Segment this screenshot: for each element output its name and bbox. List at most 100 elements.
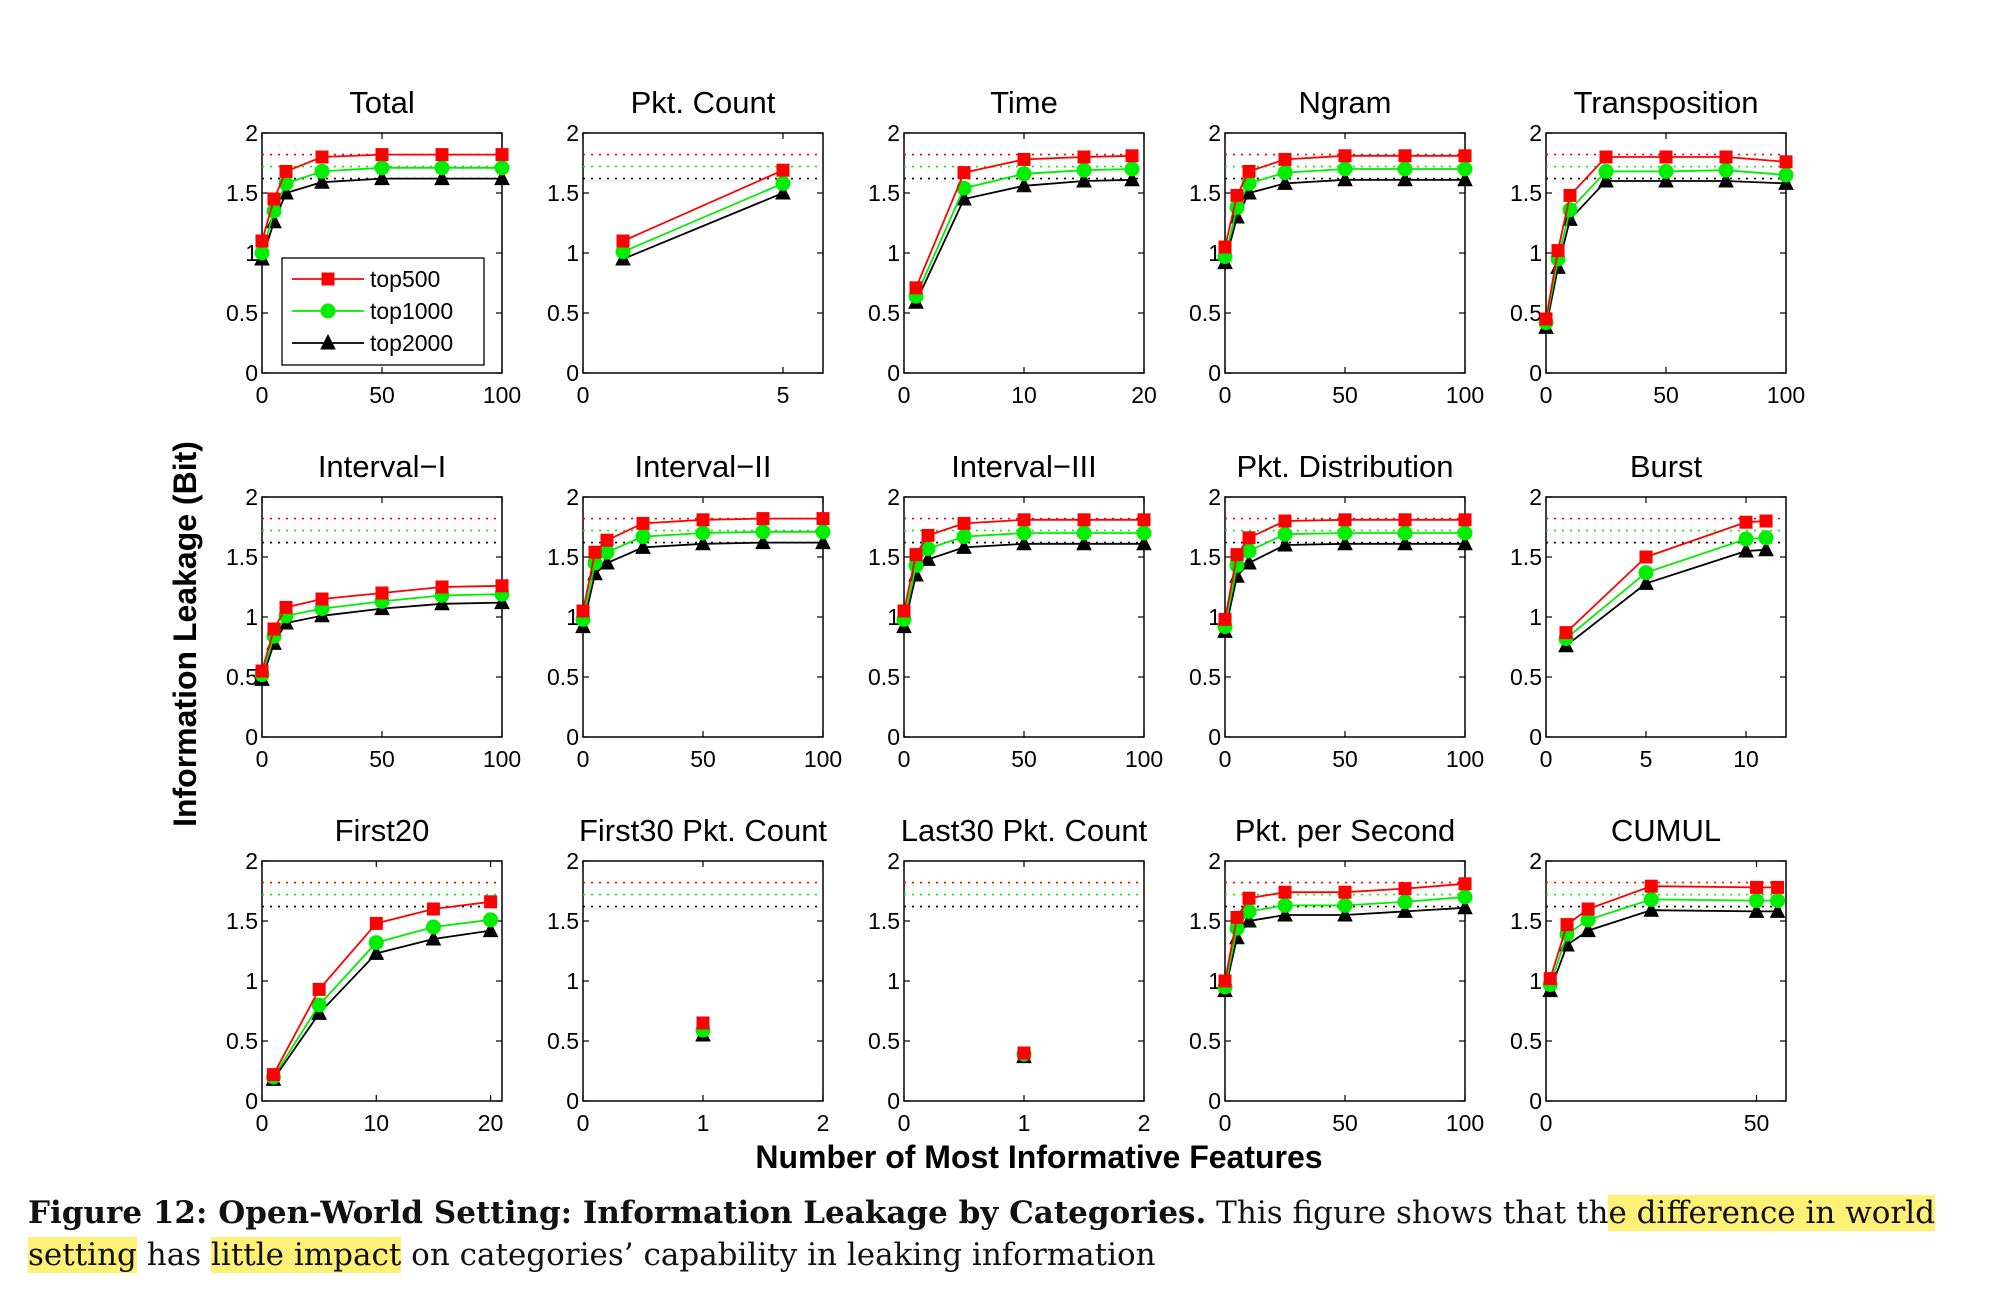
data-point-top1000 xyxy=(254,245,270,261)
data-point-top2000 xyxy=(1136,534,1152,551)
y-tick-label: 2 xyxy=(566,484,579,510)
y-tick-label: 1.5 xyxy=(1510,544,1542,570)
data-point-top2000 xyxy=(599,553,615,570)
data-point-top2000 xyxy=(1241,911,1257,928)
data-point-top1000 xyxy=(1658,163,1674,179)
data-point-top2000 xyxy=(635,538,651,554)
y-tick-label: 2 xyxy=(245,848,258,874)
data-point-top500 xyxy=(315,592,329,606)
series-top500 xyxy=(616,163,790,248)
caption-text-a: This figure shows that th xyxy=(1216,1195,1609,1231)
data-point-top500 xyxy=(1551,244,1565,258)
series-line-top2000 xyxy=(582,541,823,627)
x-tick-label: 100 xyxy=(1446,746,1484,772)
data-point-top500 xyxy=(1017,1046,1031,1060)
data-point-top2000 xyxy=(1076,171,1092,188)
data-point-top2000 xyxy=(1758,540,1774,557)
data-point-top1000 xyxy=(1136,525,1152,541)
data-point-top500 xyxy=(1017,513,1031,527)
panel-title: Time xyxy=(990,85,1058,120)
data-point-top2000 xyxy=(1738,541,1754,558)
y-tick-label: 2 xyxy=(887,848,900,874)
x-tick-label: 100 xyxy=(1125,746,1163,772)
data-point-top2000 xyxy=(314,173,330,189)
data-point-top500 xyxy=(1639,550,1653,564)
panel-title: Total xyxy=(349,85,414,120)
data-point-top500 xyxy=(1458,149,1472,163)
data-point-top500 xyxy=(312,982,326,996)
y-tick-label: 0.5 xyxy=(1189,300,1221,326)
data-point-top500 xyxy=(369,916,383,930)
data-point-top500 xyxy=(921,528,935,542)
series-line-top2000 xyxy=(261,177,502,260)
data-point-top2000 xyxy=(482,921,499,938)
data-point-top500 xyxy=(1278,885,1292,899)
series-top500 xyxy=(1017,1046,1031,1060)
data-point-top500 xyxy=(696,1016,710,1030)
x-tick-label: 5 xyxy=(777,382,790,408)
series-line-top2000 xyxy=(1224,542,1465,632)
data-point-top1000 xyxy=(775,175,791,191)
data-point-top500 xyxy=(435,148,449,162)
series-top2000 xyxy=(1217,170,1473,270)
y-tick-label: 1 xyxy=(566,240,579,266)
data-point-top2000 xyxy=(1277,174,1293,190)
series-line-top1000 xyxy=(1545,169,1787,323)
data-point-top2000 xyxy=(1241,553,1257,570)
data-point-top500 xyxy=(1719,150,1733,164)
series-line-top500 xyxy=(1565,520,1767,634)
series-top500 xyxy=(897,513,1151,618)
panel-title: Interval−II xyxy=(635,449,772,484)
y-tick-label: 2 xyxy=(887,484,900,510)
data-point-top2000 xyxy=(1457,534,1473,551)
data-point-top2000 xyxy=(494,169,510,186)
y-tick-label: 1.5 xyxy=(1510,908,1542,934)
y-tick-label: 1.5 xyxy=(226,908,258,934)
data-point-top1000 xyxy=(1457,525,1473,541)
y-tick-label: 0 xyxy=(1208,360,1221,386)
y-tick-label: 0 xyxy=(566,724,579,750)
series-top1000 xyxy=(1558,530,1774,647)
data-point-top500 xyxy=(1137,513,1151,527)
y-tick-label: 2 xyxy=(1208,848,1221,874)
series-top500 xyxy=(1218,513,1472,626)
y-tick-label: 2 xyxy=(566,120,579,146)
series-top500 xyxy=(1539,150,1793,326)
data-point-top500 xyxy=(816,512,830,526)
y-tick-label: 2 xyxy=(887,120,900,146)
x-tick-label: 50 xyxy=(1332,1110,1358,1136)
series-line-top2000 xyxy=(622,192,784,260)
data-point-top500 xyxy=(1230,548,1244,562)
series-top1000 xyxy=(265,912,499,1085)
data-point-top500 xyxy=(279,164,293,178)
data-point-top2000 xyxy=(956,538,972,554)
x-tick-label: 0 xyxy=(256,382,269,408)
panel-title: Ngram xyxy=(1298,85,1391,120)
data-point-top500 xyxy=(435,580,449,594)
x-tick-label: 100 xyxy=(1446,1110,1484,1136)
panel-title: Interval−III xyxy=(951,449,1097,484)
x-tick-label: 50 xyxy=(1744,1110,1770,1136)
x-tick-label: 10 xyxy=(363,1110,389,1136)
data-point-top500 xyxy=(1659,150,1673,164)
y-tick-label: 0.5 xyxy=(1510,300,1542,326)
data-point-top500 xyxy=(1242,891,1256,905)
data-point-top2000 xyxy=(368,944,385,960)
data-point-top1000 xyxy=(1738,531,1754,547)
y-tick-label: 1.5 xyxy=(547,908,579,934)
y-tick-label: 1.5 xyxy=(1189,908,1221,934)
panel-ngram: Ngram 0 0.5 1 1.5 2 0 50 100 xyxy=(1189,85,1484,408)
caption-label: Figure 12: Open-World Setting: Informati… xyxy=(28,1195,1207,1231)
y-tick-label: 0.5 xyxy=(868,664,900,690)
data-point-top2000 xyxy=(1457,170,1473,187)
data-point-top1000 xyxy=(425,919,441,935)
panel-title: First20 xyxy=(335,813,430,848)
series-top500 xyxy=(1559,514,1773,640)
panel-last30-pkt-count: Last30 Pkt. Count 0 0.5 1 1.5 2 0 1 2 xyxy=(868,813,1150,1136)
legend-label-top1000: top1000 xyxy=(370,298,453,324)
data-point-top500 xyxy=(1338,885,1352,899)
data-point-top1000 xyxy=(314,163,330,179)
data-point-top1000 xyxy=(1718,162,1734,178)
x-tick-label: 0 xyxy=(256,746,269,772)
data-point-top500 xyxy=(696,513,710,527)
